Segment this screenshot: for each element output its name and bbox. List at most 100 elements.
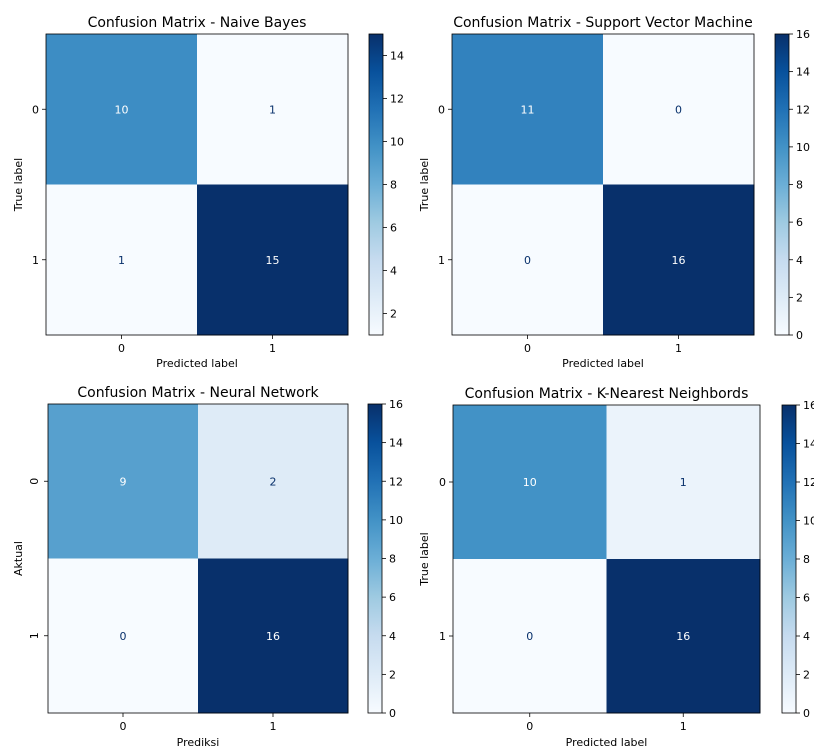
cell-1-0: [452, 184, 604, 336]
chart-title: Confusion Matrix - Naive Bayes: [88, 15, 307, 31]
plot-frame: [451, 33, 755, 336]
colorbar-tick-label: 8: [390, 179, 397, 192]
colorbar-tick-label: 14: [390, 50, 404, 63]
colorbar-tick-label: 0: [796, 329, 803, 342]
colorbar-tick-label: 2: [389, 668, 396, 681]
cell-0-1: [606, 405, 761, 560]
colorbar-tick-label: 14: [389, 437, 403, 450]
colorbar-tick-label: 6: [803, 592, 810, 605]
cell-0-0: [46, 34, 198, 185]
x-tick-label: 0: [118, 342, 125, 355]
colorbar-tick-label: 8: [803, 553, 810, 566]
x-tick-label: 0: [526, 720, 533, 733]
cell-1-0: [48, 558, 199, 714]
cell-0-0: [452, 34, 604, 185]
cell-value-0-1: 1: [269, 103, 276, 116]
cell-0-1: [603, 34, 755, 185]
plot-frame: [452, 404, 761, 714]
colorbar-tick-label: 10: [390, 136, 404, 149]
cell-1-1: [198, 558, 349, 714]
cell-value-0-0: 9: [120, 475, 127, 488]
x-tick-label: 1: [270, 720, 277, 733]
colorbar-tick-label: 0: [389, 707, 396, 720]
colorbar-tick-label: 0: [803, 707, 810, 720]
cell-value-1-1: 16: [676, 630, 690, 643]
cell-1-0: [46, 184, 198, 336]
x-tick-label: 0: [524, 342, 531, 355]
colorbar-tick-label: 2: [803, 669, 810, 682]
panel-4: Confusion Matrix - K-Nearest Neighbords 1…: [418, 386, 814, 749]
colorbar: [774, 33, 790, 336]
cell-value-1-1: 16: [672, 254, 686, 267]
cell-0-0: [453, 405, 607, 560]
chart-title: Confusion Matrix - Support Vector Machin…: [453, 15, 753, 31]
colorbar-tick-label: 14: [803, 438, 814, 451]
colorbar-tick-label: 2: [390, 308, 397, 321]
colorbar-tick-label: 12: [390, 93, 404, 106]
cell-0-1: [198, 404, 349, 559]
y-axis-label: Aktual: [12, 541, 25, 576]
y-tick-label: 0: [32, 103, 39, 116]
colorbar-tick-label: 16: [803, 399, 814, 412]
cell-value-0-1: 1: [680, 476, 687, 489]
colorbar-tick-label: 6: [389, 591, 396, 604]
x-axis-label: Prediksi: [177, 736, 220, 749]
cell-value-1-1: 16: [266, 630, 280, 643]
y-axis-label: True label: [418, 532, 431, 586]
colorbar-tick-label: 8: [796, 179, 803, 192]
cell-value-0-1: 2: [270, 475, 277, 488]
colorbar-tick-label: 10: [389, 514, 403, 527]
y-axis-label: True label: [12, 158, 25, 212]
cell-1-1: [603, 184, 755, 336]
y-tick-label: 1: [32, 254, 39, 267]
x-tick-label: 0: [120, 720, 127, 733]
cell-0-0: [48, 404, 199, 559]
cell-value-1-0: 1: [118, 254, 125, 267]
y-tick-label: 1: [439, 630, 446, 643]
panel-2: Confusion Matrix - Support Vector Machin…: [418, 15, 810, 370]
colorbar-tick-label: 12: [803, 476, 814, 489]
plot-frame: [47, 403, 349, 714]
colorbar-tick-label: 4: [803, 630, 810, 643]
cell-value-0-0: 11: [521, 103, 535, 116]
colorbar: [781, 404, 797, 714]
colorbar-tick-label: 4: [390, 265, 397, 278]
colorbar-tick-label: 16: [796, 28, 810, 41]
colorbar-tick-label: 4: [796, 254, 803, 267]
chart-title: Confusion Matrix - Neural Network: [77, 385, 319, 401]
cell-1-0: [453, 559, 607, 714]
y-tick-label: 0: [28, 478, 41, 485]
cell-value-1-0: 0: [526, 630, 533, 643]
cell-value-1-0: 0: [524, 254, 531, 267]
y-axis-label: True label: [418, 158, 431, 212]
colorbar: [368, 33, 384, 336]
cell-value-0-1: 0: [675, 103, 682, 116]
cell-1-1: [606, 559, 761, 714]
colorbar-tick-label: 2: [796, 291, 803, 304]
y-tick-label: 0: [438, 103, 445, 116]
chart-title: Confusion Matrix - K-Nearest Neighbords: [465, 386, 749, 402]
colorbar-tick-label: 10: [796, 141, 810, 154]
colorbar-tick-label: 14: [796, 66, 810, 79]
x-axis-label: Predicted label: [156, 357, 238, 370]
colorbar: [367, 403, 383, 714]
cell-value-0-0: 10: [115, 103, 129, 116]
x-axis-label: Predicted label: [566, 736, 648, 749]
plot-frame: [45, 33, 349, 336]
cell-1-1: [197, 184, 349, 336]
x-tick-label: 1: [269, 342, 276, 355]
x-tick-label: 1: [675, 342, 682, 355]
colorbar-tick-label: 6: [390, 222, 397, 235]
x-axis-label: Predicted label: [562, 357, 644, 370]
colorbar-tick-label: 12: [796, 103, 810, 116]
y-tick-label: 0: [439, 476, 446, 489]
y-tick-label: 1: [438, 254, 445, 267]
cell-value-0-0: 10: [523, 476, 537, 489]
cell-value-1-1: 15: [266, 254, 280, 267]
colorbar-tick-label: 4: [389, 630, 396, 643]
colorbar-tick-label: 12: [389, 475, 403, 488]
cell-0-1: [197, 34, 349, 185]
cell-value-1-0: 0: [120, 630, 127, 643]
